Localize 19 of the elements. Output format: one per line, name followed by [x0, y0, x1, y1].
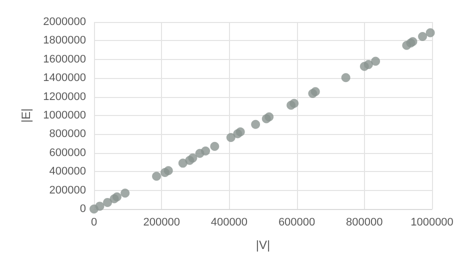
y-axis-title: |E| — [19, 108, 33, 123]
x-tick-label: 400000 — [210, 216, 248, 228]
x-tick-label: 600000 — [278, 216, 316, 228]
y-tick-label: 200000 — [49, 184, 86, 196]
x-tick-label: 1000000 — [410, 216, 454, 228]
y-tick-label: 1400000 — [43, 72, 86, 84]
y-tick-label: 1800000 — [43, 34, 86, 47]
y-tick-label: 2000000 — [43, 16, 86, 28]
y-tick-label: 1000000 — [43, 110, 86, 122]
x-axis-title: |V| — [256, 238, 270, 252]
x-tick-label: 200000 — [143, 216, 180, 228]
x-tick-label: 0 — [90, 216, 98, 228]
y-tick-label: 800000 — [49, 128, 86, 140]
y-tick-label: 400000 — [49, 166, 86, 178]
x-tick-label: 800000 — [346, 216, 383, 228]
y-tick-label: 1600000 — [43, 53, 86, 66]
y-tick-label: 1200000 — [43, 90, 86, 103]
y-tick-label: 0 — [80, 203, 86, 215]
y-tick-label: 600000 — [49, 146, 86, 159]
